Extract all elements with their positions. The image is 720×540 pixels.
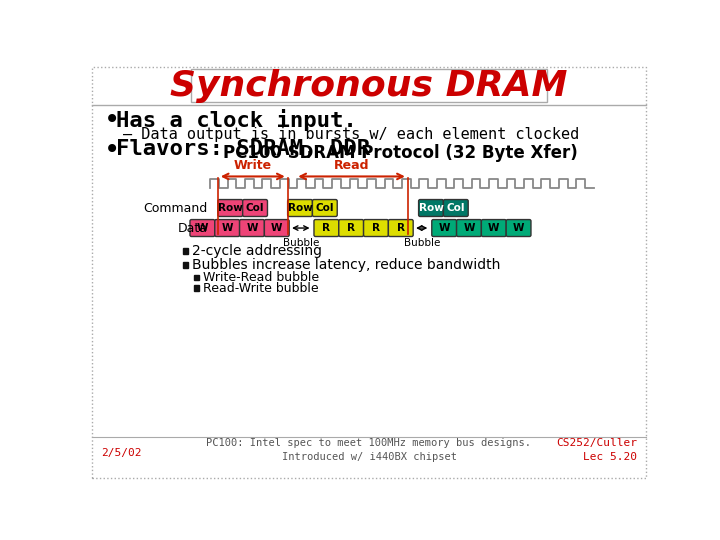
FancyBboxPatch shape bbox=[432, 220, 456, 237]
FancyBboxPatch shape bbox=[364, 220, 388, 237]
FancyBboxPatch shape bbox=[314, 220, 339, 237]
FancyBboxPatch shape bbox=[240, 220, 264, 237]
Text: 2/5/02: 2/5/02 bbox=[101, 448, 141, 458]
Text: Bubble: Bubble bbox=[283, 238, 319, 248]
FancyBboxPatch shape bbox=[339, 220, 364, 237]
Bar bbox=[183, 262, 189, 268]
Text: Bubbles increase latency, reduce bandwidth: Bubbles increase latency, reduce bandwid… bbox=[192, 258, 500, 272]
Text: Synchronous DRAM: Synchronous DRAM bbox=[170, 69, 568, 103]
Text: Row: Row bbox=[218, 203, 243, 213]
Text: W: W bbox=[488, 223, 500, 233]
Text: R: R bbox=[347, 223, 355, 233]
Text: CS252/Culler
Lec 5.20: CS252/Culler Lec 5.20 bbox=[556, 438, 637, 462]
Text: Read: Read bbox=[334, 159, 369, 172]
Text: Flavors: SDRAM, DDR: Flavors: SDRAM, DDR bbox=[117, 139, 371, 159]
Text: W: W bbox=[246, 223, 258, 233]
Text: •: • bbox=[104, 136, 120, 164]
Text: W: W bbox=[463, 223, 474, 233]
Text: Bubble: Bubble bbox=[403, 238, 440, 248]
Text: R: R bbox=[397, 223, 405, 233]
Text: W: W bbox=[197, 223, 208, 233]
FancyBboxPatch shape bbox=[482, 220, 506, 237]
FancyBboxPatch shape bbox=[191, 70, 547, 102]
Text: Command: Command bbox=[143, 201, 208, 214]
Text: Read-Write bubble: Read-Write bubble bbox=[203, 281, 319, 295]
Bar bbox=[194, 275, 199, 280]
Text: R: R bbox=[323, 223, 330, 233]
FancyBboxPatch shape bbox=[218, 200, 243, 217]
Text: Row: Row bbox=[418, 203, 444, 213]
FancyBboxPatch shape bbox=[444, 200, 468, 217]
FancyBboxPatch shape bbox=[215, 220, 240, 237]
Text: •: • bbox=[104, 106, 120, 134]
FancyBboxPatch shape bbox=[312, 200, 337, 217]
Text: W: W bbox=[271, 223, 282, 233]
Text: PC100: Intel spec to meet 100MHz memory bus designs.
Introduced w/ i440BX chipse: PC100: Intel spec to meet 100MHz memory … bbox=[207, 438, 531, 462]
Text: Write-Read bubble: Write-Read bubble bbox=[203, 271, 319, 284]
Text: PC100 SDRAM Protocol (32 Byte Xfer): PC100 SDRAM Protocol (32 Byte Xfer) bbox=[222, 144, 577, 162]
Text: Col: Col bbox=[246, 203, 264, 213]
Bar bbox=[183, 248, 189, 254]
Text: R: R bbox=[372, 223, 380, 233]
FancyBboxPatch shape bbox=[190, 220, 215, 237]
Text: W: W bbox=[513, 223, 524, 233]
Text: Row: Row bbox=[287, 203, 312, 213]
FancyBboxPatch shape bbox=[243, 200, 267, 217]
FancyBboxPatch shape bbox=[418, 200, 444, 217]
Bar bbox=[194, 286, 199, 291]
Text: Has a clock input.: Has a clock input. bbox=[117, 109, 357, 131]
Text: W: W bbox=[438, 223, 450, 233]
FancyBboxPatch shape bbox=[506, 220, 531, 237]
Text: – Data output is in bursts w/ each element clocked: – Data output is in bursts w/ each eleme… bbox=[122, 126, 579, 141]
Text: W: W bbox=[222, 223, 233, 233]
Text: 2-cycle addressing: 2-cycle addressing bbox=[192, 244, 323, 258]
Text: Data: Data bbox=[178, 221, 208, 234]
FancyBboxPatch shape bbox=[92, 67, 646, 478]
Text: Col: Col bbox=[446, 203, 465, 213]
FancyBboxPatch shape bbox=[388, 220, 413, 237]
FancyBboxPatch shape bbox=[456, 220, 482, 237]
Text: Col: Col bbox=[315, 203, 334, 213]
FancyBboxPatch shape bbox=[264, 220, 289, 237]
Text: Write: Write bbox=[234, 159, 272, 172]
FancyBboxPatch shape bbox=[287, 200, 312, 217]
